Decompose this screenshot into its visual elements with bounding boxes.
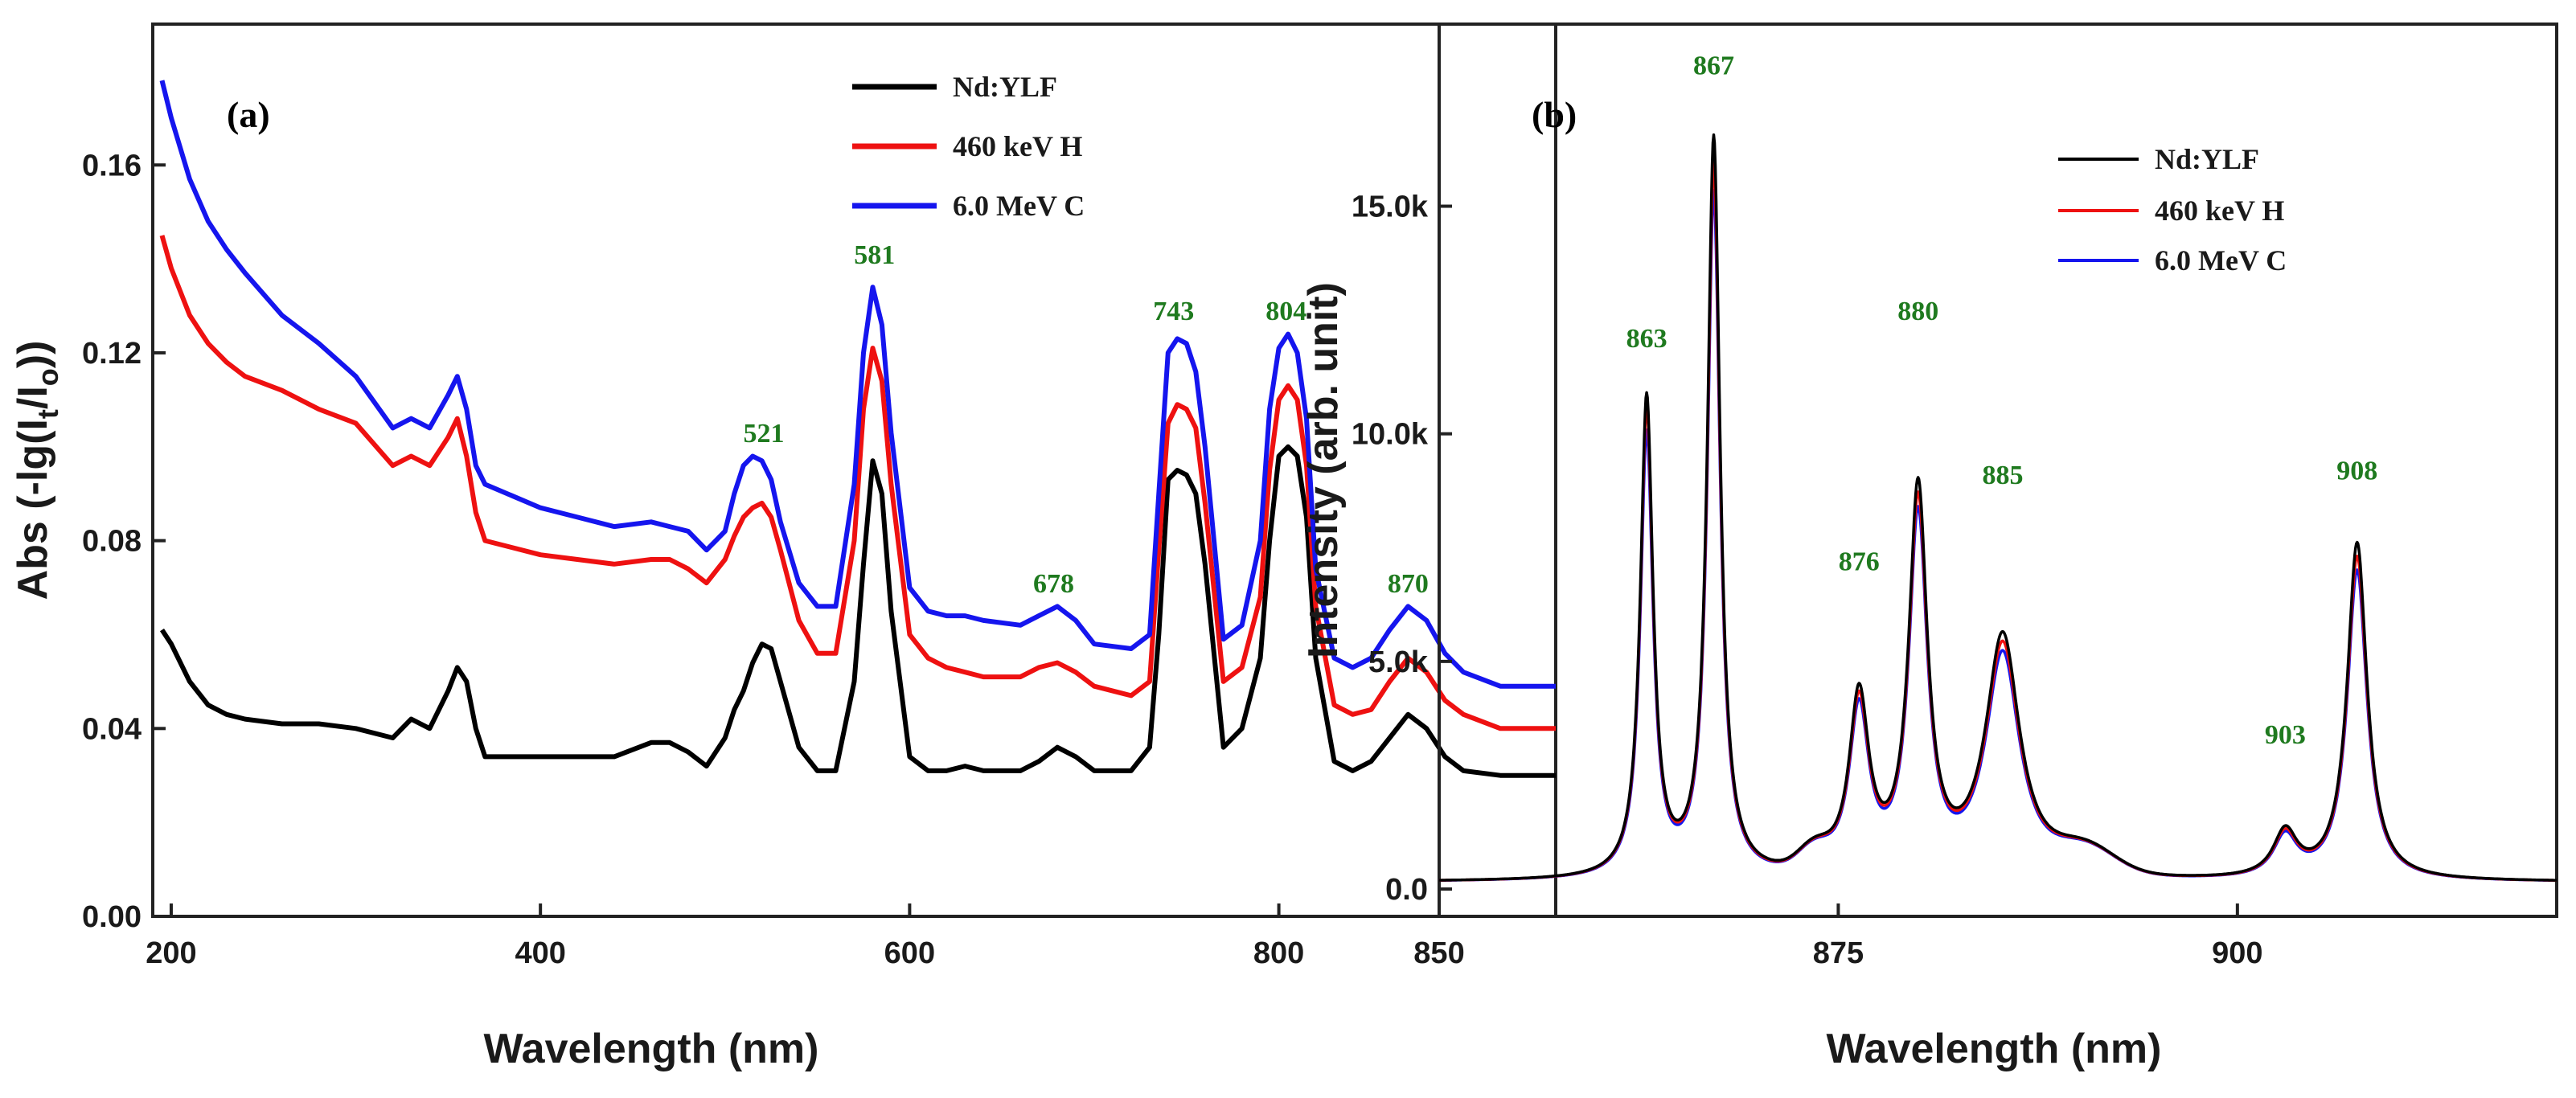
panel-b-legend: Nd:YLF 460 keV H 6.0 MeV C: [2058, 143, 2287, 277]
panel-a-series-line-2: [159, 80, 1556, 689]
panel-b-series-line-1: [1438, 161, 2558, 882]
panel-b-legend-label-1: 460 keV H: [2155, 195, 2284, 227]
panel-a-x-tick-label: 400: [515, 936, 565, 970]
panel-b-emission-chart: 850 875 900 0.0 5.0k 10.0k 15.0k 863 867 876 880…: [1300, 23, 2558, 1072]
panel-a-peak-annotation: 804: [1265, 297, 1306, 326]
panel-a-peak-annotation: 870: [1388, 569, 1429, 599]
panel-b-x-tick-label: 875: [1813, 936, 1864, 970]
panel-b-x-ticks: 850 875 900: [1413, 903, 2263, 970]
panel-a-legend-label-1: 460 keV H: [953, 130, 1082, 162]
panel-a-series-line-0: [159, 444, 1556, 778]
panel-b-peak-annotation: 908: [2336, 456, 2377, 485]
panel-b-peak-annotation: 885: [1982, 461, 2023, 490]
panel-b-plot-frame: [1438, 23, 2558, 918]
panel-b-y-tick-label: 10.0k: [1352, 418, 1429, 452]
panel-b-legend-label-0: Nd:YLF: [2155, 143, 2259, 175]
panel-b-series-line-2: [1438, 188, 2558, 883]
panel-b-legend-label-2: 6.0 MeV C: [2155, 244, 2287, 277]
panel-b-peak-annotation: 863: [1626, 324, 1667, 354]
panel-a-peak-annotation: 581: [854, 240, 895, 270]
panel-b-y-ticks: 0.0 5.0k 10.0k 15.0k: [1352, 191, 1452, 907]
panel-a-y-tick-label: 0.04: [82, 712, 142, 746]
panel-a-legend-label-0: Nd:YLF: [953, 71, 1057, 103]
panel-a-x-tick-label: 800: [1253, 936, 1304, 970]
panel-b-peak-annotation: 876: [1839, 547, 1880, 577]
panel-a-legend-label-2: 6.0 MeV C: [953, 190, 1085, 222]
panel-a-label: (a): [227, 94, 270, 135]
panel-a-y-axis-title: Abs (-lg(It/Io)): [10, 341, 64, 600]
panel-b-y-axis-title: Intensity (arb. unit): [1300, 282, 1347, 658]
panel-b-label: (b): [1532, 94, 1577, 135]
panel-a-x-ticks: 200 400 600 800: [146, 903, 1304, 970]
panel-a-y-ticks: 0.00 0.04 0.08 0.12 0.16: [82, 149, 166, 934]
panel-b-y-tick-label: 15.0k: [1352, 191, 1429, 224]
panel-b-peak-annotation: 880: [1897, 297, 1938, 326]
panel-b-peak-annotations: 863 867 876 880 885 903 908: [1626, 51, 2378, 750]
panel-b-x-tick-label: 850: [1413, 936, 1464, 970]
panel-b-x-axis-title: Wavelength (nm): [1827, 1026, 2162, 1072]
panel-b-y-tick-label: 5.0k: [1368, 645, 1429, 679]
panel-a-x-tick-label: 200: [146, 936, 196, 970]
panel-b-peak-annotation: 903: [2265, 720, 2306, 750]
panel-a-legend: Nd:YLF 460 keV H 6.0 MeV C: [852, 71, 1085, 222]
panel-a-peak-annotation: 743: [1153, 297, 1194, 326]
panel-b-series-group: [1438, 133, 2558, 883]
panel-a-series-group: [159, 80, 1556, 778]
panel-a-y-tick-label: 0.16: [82, 149, 142, 182]
panel-b-x-tick-label: 900: [2212, 936, 2262, 970]
panel-a-peak-annotation: 678: [1033, 569, 1074, 599]
panel-a-absorption-chart: 200 400 600 800 0.00 0.04 0.08 0.12 0.16 521 581…: [10, 23, 1557, 1072]
panel-a-peak-annotation: 521: [743, 419, 784, 449]
panel-a-plot-frame: [151, 23, 1557, 918]
panel-a-y-tick-label: 0.12: [82, 337, 142, 371]
panel-a-x-tick-label: 600: [884, 936, 935, 970]
panel-a-y-tick-label: 0.08: [82, 525, 142, 559]
panel-b-y-tick-label: 0.0: [1385, 873, 1428, 907]
panel-b-series-line-0: [1438, 133, 2558, 882]
panel-b-peak-annotation: 867: [1693, 51, 1734, 80]
panel-a-y-tick-label: 0.00: [82, 900, 142, 934]
panel-a-series-line-1: [159, 235, 1556, 731]
panel-a-peak-annotations: 521 581 678 743 804 870: [743, 240, 1428, 599]
panel-a-x-axis-title: Wavelength (nm): [484, 1026, 819, 1072]
